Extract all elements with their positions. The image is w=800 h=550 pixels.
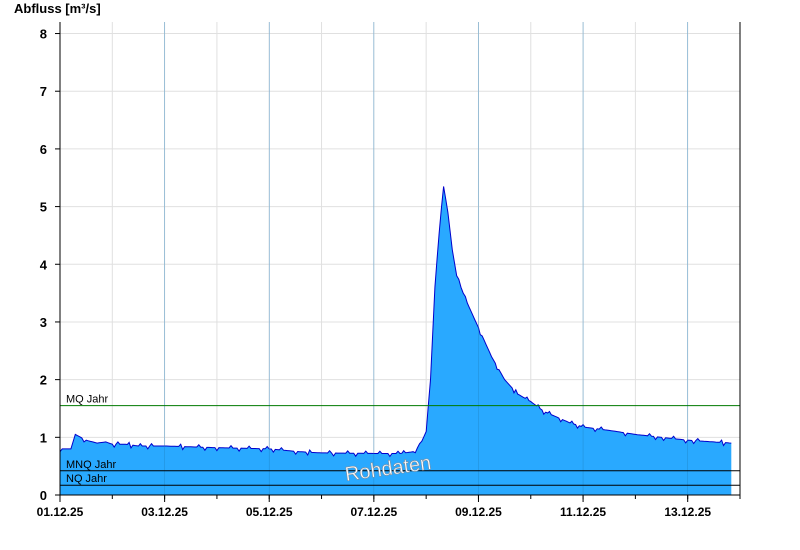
x-tick-label: 01.12.25 (37, 505, 84, 519)
y-tick-label: 2 (40, 373, 47, 388)
x-tick-label: 09.12.25 (455, 505, 502, 519)
y-tick-label: 5 (40, 200, 47, 215)
y-tick-label: 4 (40, 257, 48, 272)
y-tick-label: 1 (40, 430, 47, 445)
series-layer (59, 22, 732, 495)
x-tick-label: 05.12.25 (246, 505, 293, 519)
y-tick-label: 6 (40, 142, 47, 157)
y-tick-label: 3 (40, 315, 47, 330)
reference-lines: MQ Jahr MNQ Jahr NQ Jahr (60, 394, 740, 486)
reference-line-label: NQ Jahr (66, 473, 107, 485)
series-area (60, 186, 732, 495)
grid (60, 22, 740, 495)
axes: 0 1 2 3 4 5 6 7 8 01.12.25 03.12.25 05.12.25 07.12.2… (37, 22, 741, 519)
y-tick-label: 8 (40, 27, 47, 42)
series-line (59, 186, 732, 458)
y-axis-label: Abfluss [m³/s] (14, 1, 101, 16)
x-tick-label: 11.12.25 (560, 505, 606, 519)
y-tick-label: 7 (40, 84, 47, 99)
x-tick-label: 03.12.25 (141, 505, 188, 519)
reference-line-label: MQ Jahr (66, 394, 109, 406)
y-tick-label: 0 (40, 488, 47, 503)
x-tick-label: 07.12.25 (350, 505, 397, 519)
reference-line-label: MNQ Jahr (66, 459, 116, 471)
x-tick-label: 13.12.25 (664, 505, 711, 519)
